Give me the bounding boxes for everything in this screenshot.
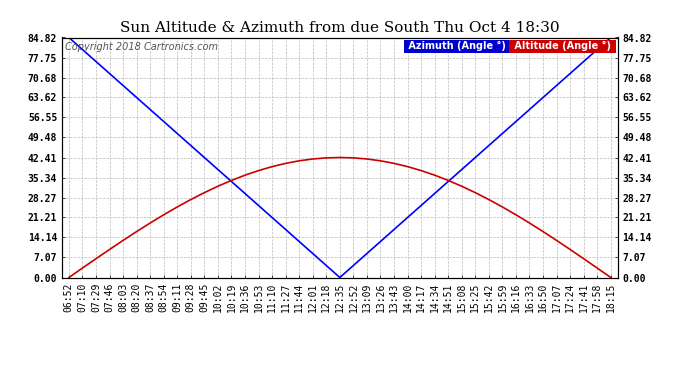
Text: Azimuth (Angle °): Azimuth (Angle °) bbox=[405, 41, 510, 51]
Text: Copyright 2018 Cartronics.com: Copyright 2018 Cartronics.com bbox=[65, 42, 218, 52]
Text: Altitude (Angle °): Altitude (Angle °) bbox=[511, 41, 614, 51]
Title: Sun Altitude & Azimuth from due South Thu Oct 4 18:30: Sun Altitude & Azimuth from due South Th… bbox=[120, 21, 560, 35]
